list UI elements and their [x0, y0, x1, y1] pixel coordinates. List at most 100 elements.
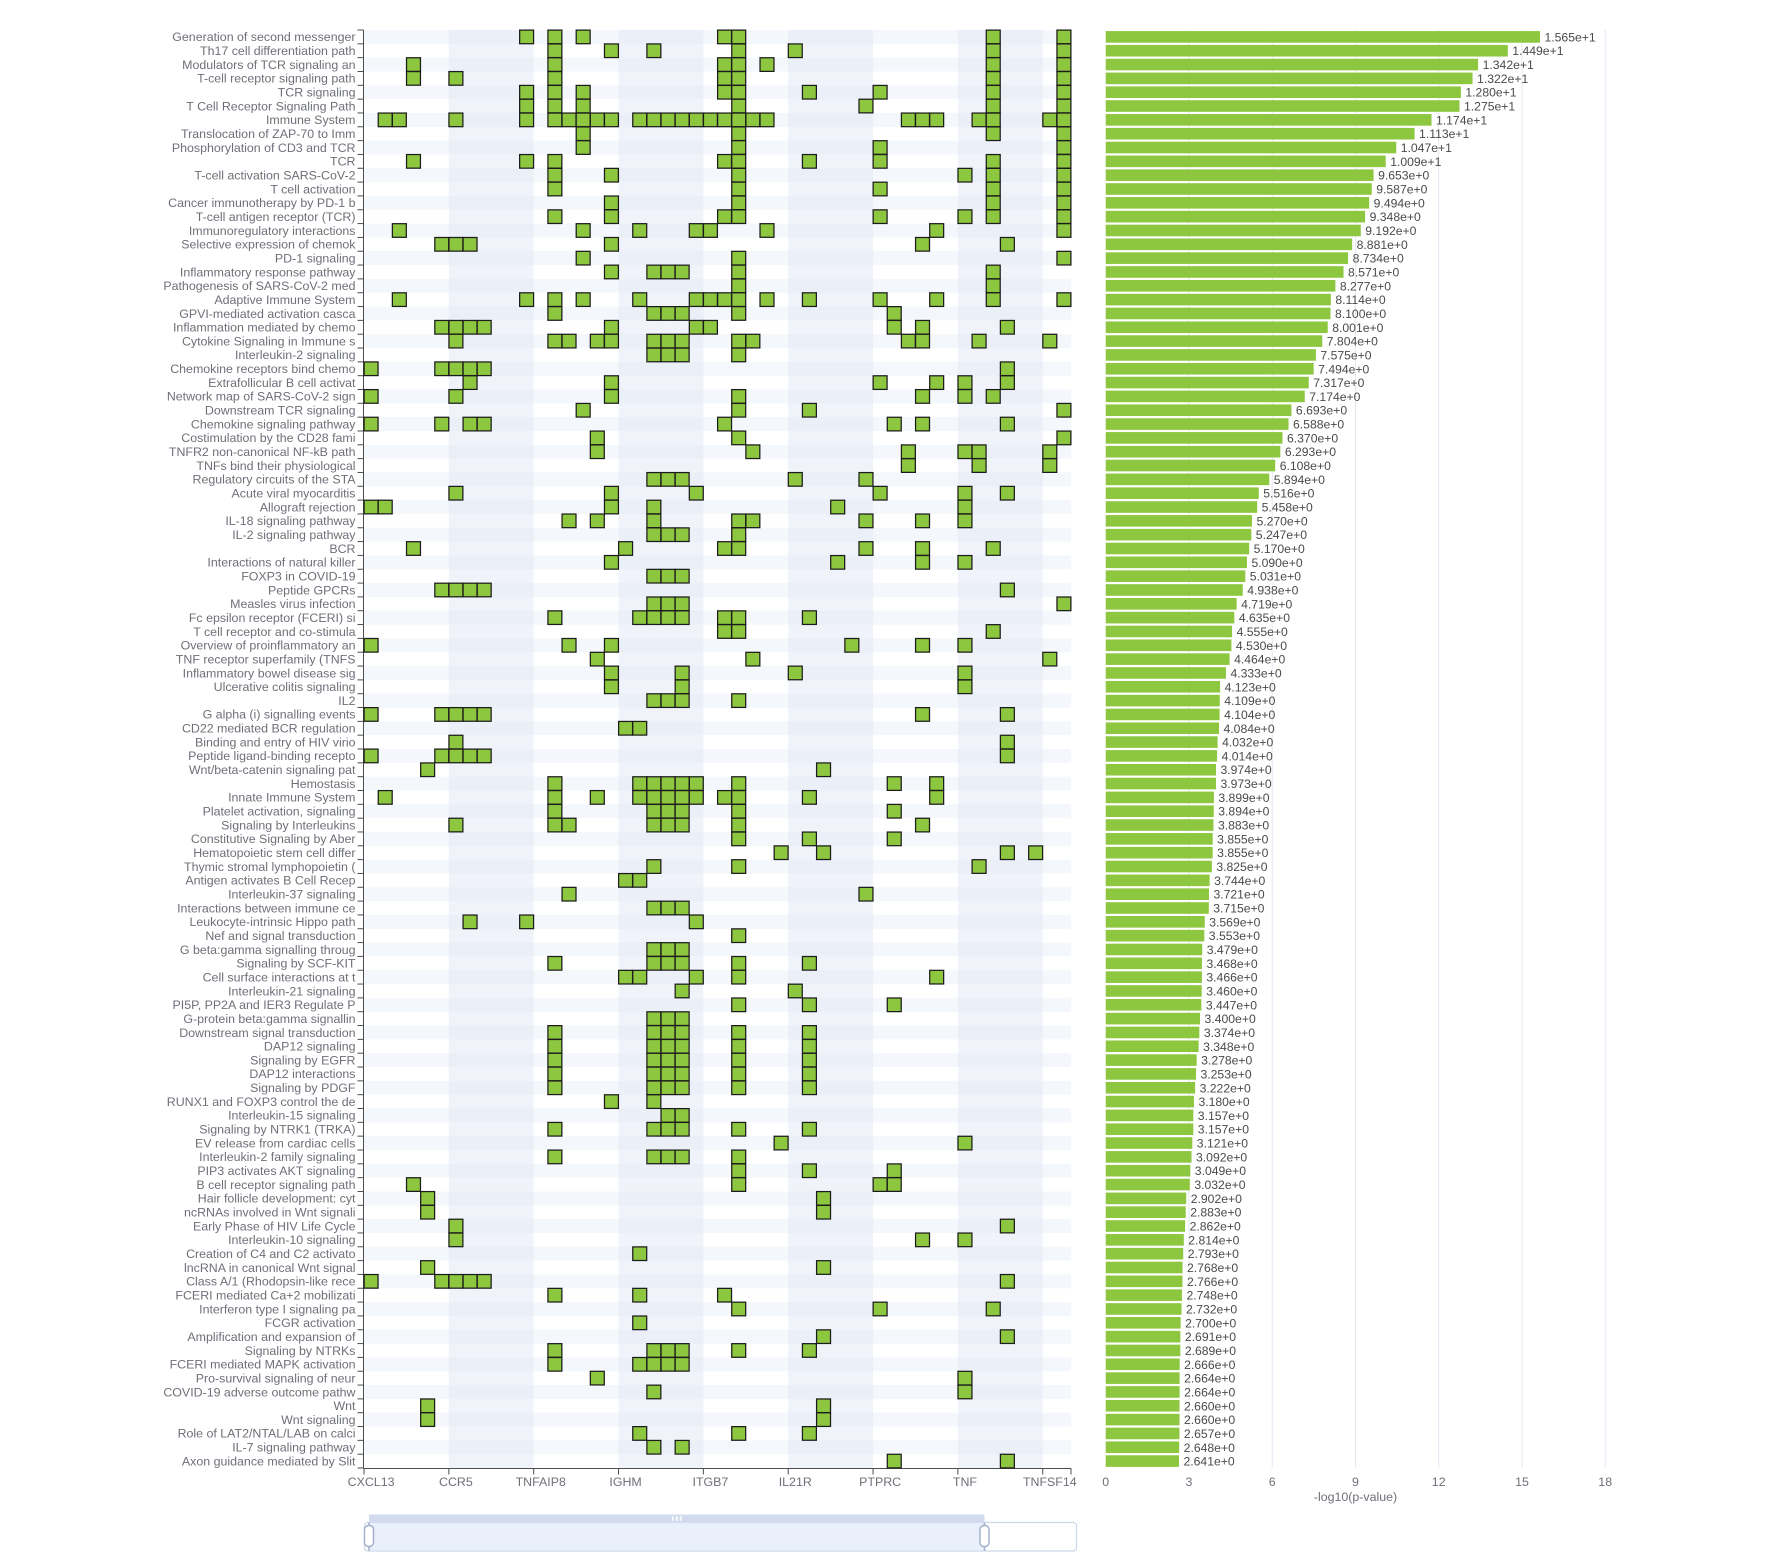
svg-text:8.277e+0: 8.277e+0 [1340, 279, 1391, 293]
svg-text:IGHM: IGHM [609, 1475, 641, 1489]
svg-text:2.648e+0: 2.648e+0 [1184, 1441, 1235, 1455]
svg-text:Adaptive Immune System: Adaptive Immune System [214, 293, 355, 307]
svg-text:4.123e+0: 4.123e+0 [1225, 680, 1276, 694]
svg-text:Chemokine receptors bind chemo: Chemokine receptors bind chemo [170, 362, 355, 376]
svg-text:15: 15 [1515, 1475, 1529, 1489]
svg-text:3.569e+0: 3.569e+0 [1209, 915, 1260, 929]
svg-text:6.293e+0: 6.293e+0 [1285, 445, 1336, 459]
svg-text:Platelet activation, signaling: Platelet activation, signaling [203, 805, 356, 819]
svg-text:Phosphorylation of CD3 and TCR: Phosphorylation of CD3 and TCR [172, 141, 356, 155]
svg-text:4.635e+0: 4.635e+0 [1239, 611, 1290, 625]
svg-text:3.894e+0: 3.894e+0 [1218, 805, 1269, 819]
svg-text:4.464e+0: 4.464e+0 [1234, 653, 1285, 667]
svg-text:8.100e+0: 8.100e+0 [1335, 307, 1386, 321]
svg-text:8.114e+0: 8.114e+0 [1335, 293, 1385, 307]
svg-text:TCR signaling: TCR signaling [278, 86, 356, 100]
svg-text:Generation of second messenger: Generation of second messenger [172, 30, 355, 44]
svg-text:4.555e+0: 4.555e+0 [1237, 625, 1288, 639]
svg-text:T cell activation: T cell activation [270, 182, 355, 196]
svg-text:7.804e+0: 7.804e+0 [1327, 335, 1378, 349]
svg-text:Interleukin-10 signaling: Interleukin-10 signaling [228, 1233, 356, 1247]
svg-text:EV release from cardiac cells: EV release from cardiac cells [195, 1136, 355, 1150]
svg-text:2.766e+0: 2.766e+0 [1187, 1275, 1238, 1289]
svg-text:8.571e+0: 8.571e+0 [1348, 265, 1399, 279]
svg-text:2.689e+0: 2.689e+0 [1185, 1344, 1236, 1358]
svg-text:TNF: TNF [953, 1475, 978, 1489]
svg-text:3.157e+0: 3.157e+0 [1198, 1123, 1249, 1137]
svg-text:IL-7 signaling pathway: IL-7 signaling pathway [232, 1441, 356, 1455]
svg-text:Amplification and expansion of: Amplification and expansion of [187, 1330, 356, 1344]
svg-text:Inflammatory response pathway: Inflammatory response pathway [180, 265, 356, 279]
svg-text:Interleukin-37 signaling: Interleukin-37 signaling [228, 887, 356, 901]
svg-text:Peptide ligand-binding recepto: Peptide ligand-binding recepto [188, 749, 356, 763]
svg-text:9.587e+0: 9.587e+0 [1376, 183, 1427, 197]
svg-text:5.270e+0: 5.270e+0 [1256, 514, 1307, 528]
svg-text:Immune System: Immune System [266, 113, 356, 127]
svg-text:Interferon type I signaling pa: Interferon type I signaling pa [199, 1302, 355, 1316]
svg-text:3.715e+0: 3.715e+0 [1213, 902, 1264, 916]
svg-text:Immunoregulatory interactions: Immunoregulatory interactions [189, 224, 356, 238]
svg-text:4.938e+0: 4.938e+0 [1247, 583, 1298, 597]
svg-text:ncRNAs involved in Wnt signali: ncRNAs involved in Wnt signali [184, 1206, 355, 1220]
svg-text:Hair follicle development: cyt: Hair follicle development: cyt [198, 1192, 356, 1206]
svg-text:Modulators of TCR signaling an: Modulators of TCR signaling an [182, 58, 355, 72]
svg-text:G-protein beta:gamma signallin: G-protein beta:gamma signallin [183, 1012, 355, 1026]
svg-text:PD-1 signaling: PD-1 signaling [275, 251, 356, 265]
svg-text:5.458e+0: 5.458e+0 [1262, 501, 1313, 515]
svg-text:IL-18 signaling pathway: IL-18 signaling pathway [225, 514, 356, 528]
svg-text:3.374e+0: 3.374e+0 [1204, 1026, 1255, 1040]
svg-text:Cell surface interactions at t: Cell surface interactions at t [203, 970, 356, 984]
svg-text:G alpha (i) signalling events: G alpha (i) signalling events [203, 708, 356, 722]
svg-text:TNF receptor superfamily (TNFS: TNF receptor superfamily (TNFS [176, 652, 356, 666]
svg-text:3.460e+0: 3.460e+0 [1206, 984, 1257, 998]
svg-text:4.530e+0: 4.530e+0 [1236, 639, 1287, 653]
svg-text:1.322e+1: 1.322e+1 [1477, 72, 1528, 86]
svg-text:3.466e+0: 3.466e+0 [1206, 971, 1257, 985]
svg-text:5.090e+0: 5.090e+0 [1251, 556, 1302, 570]
svg-text:6.108e+0: 6.108e+0 [1280, 459, 1331, 473]
svg-text:3.721e+0: 3.721e+0 [1213, 888, 1264, 902]
svg-text:Signaling by Interleukins: Signaling by Interleukins [221, 818, 355, 832]
svg-text:Constitutive Signaling by Aber: Constitutive Signaling by Aber [191, 832, 356, 846]
svg-text:Role of LAT2/NTAL/LAB on calci: Role of LAT2/NTAL/LAB on calci [178, 1427, 356, 1441]
svg-text:IL2: IL2 [338, 694, 355, 708]
svg-text:3.092e+0: 3.092e+0 [1196, 1150, 1247, 1164]
svg-text:Axon guidance mediated by Slit: Axon guidance mediated by Slit [182, 1454, 356, 1468]
svg-text:1.113e+1: 1.113e+1 [1419, 127, 1469, 141]
svg-text:Interleukin-2 signaling: Interleukin-2 signaling [235, 348, 356, 362]
svg-text:Class A/1 (Rhodopsin-like rece: Class A/1 (Rhodopsin-like rece [186, 1275, 356, 1289]
svg-text:8.734e+0: 8.734e+0 [1353, 252, 1404, 266]
svg-text:Signaling by NTRK1 (TRKA): Signaling by NTRK1 (TRKA) [199, 1123, 355, 1137]
svg-text:Wnt/beta-catenin signaling pat: Wnt/beta-catenin signaling pat [189, 763, 356, 777]
svg-text:Interactions between immune ce: Interactions between immune ce [177, 901, 355, 915]
svg-text:Inflammatory bowel disease sig: Inflammatory bowel disease sig [183, 666, 356, 680]
svg-text:FOXP3 in COVID-19: FOXP3 in COVID-19 [241, 569, 355, 583]
svg-text:8.001e+0: 8.001e+0 [1332, 321, 1383, 335]
svg-text:2.748e+0: 2.748e+0 [1186, 1289, 1237, 1303]
svg-text:18: 18 [1598, 1475, 1612, 1489]
svg-text:PI5P, PP2A and IER3 Regulate P: PI5P, PP2A and IER3 Regulate P [172, 998, 355, 1012]
svg-text:1.280e+1: 1.280e+1 [1465, 86, 1516, 100]
svg-text:Wnt signaling: Wnt signaling [281, 1413, 355, 1427]
svg-text:Peptide GPCRs: Peptide GPCRs [268, 583, 355, 597]
svg-text:Binding and entry of HIV virio: Binding and entry of HIV virio [195, 735, 356, 749]
svg-text:9: 9 [1352, 1475, 1359, 1489]
svg-text:RUNX1 and FOXP3 control the de: RUNX1 and FOXP3 control the de [167, 1095, 356, 1109]
svg-text:4.104e+0: 4.104e+0 [1224, 708, 1275, 722]
svg-text:Leukocyte-intrinsic Hippo path: Leukocyte-intrinsic Hippo path [190, 915, 356, 929]
svg-text:3.447e+0: 3.447e+0 [1206, 998, 1257, 1012]
svg-text:3.049e+0: 3.049e+0 [1195, 1164, 1246, 1178]
svg-text:Interleukin-15 signaling: Interleukin-15 signaling [228, 1109, 356, 1123]
svg-text:Interactions of natural killer: Interactions of natural killer [207, 556, 355, 570]
svg-text:3.553e+0: 3.553e+0 [1209, 929, 1260, 943]
svg-text:9.348e+0: 9.348e+0 [1370, 210, 1421, 224]
svg-text:2.793e+0: 2.793e+0 [1188, 1247, 1239, 1261]
svg-text:3.479e+0: 3.479e+0 [1207, 943, 1258, 957]
svg-text:Allograft rejection: Allograft rejection [260, 500, 356, 514]
svg-text:2.732e+0: 2.732e+0 [1186, 1302, 1237, 1316]
svg-text:5.516e+0: 5.516e+0 [1263, 487, 1314, 501]
svg-text:DAP12 interactions: DAP12 interactions [249, 1067, 355, 1081]
svg-text:6: 6 [1269, 1475, 1276, 1489]
svg-text:Costimulation by the CD28 fami: Costimulation by the CD28 fami [181, 431, 355, 445]
svg-text:5.031e+0: 5.031e+0 [1250, 570, 1301, 584]
